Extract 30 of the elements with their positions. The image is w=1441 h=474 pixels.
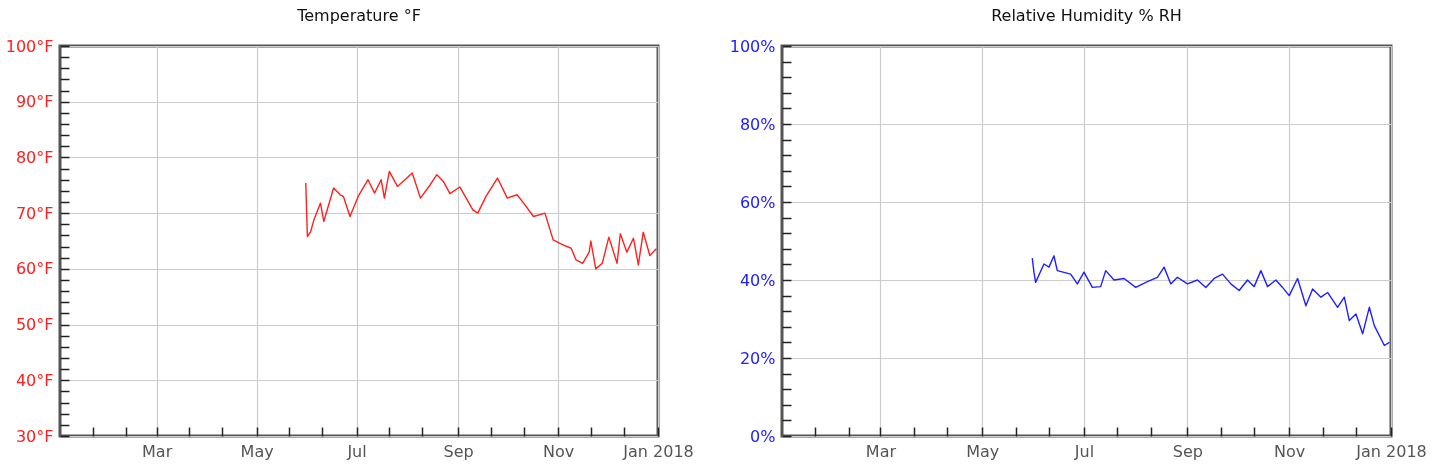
- line-series: [305, 170, 658, 270]
- y-tick-label: 20%: [739, 348, 776, 368]
- y-tick-label: 40°F: [15, 370, 54, 390]
- line-series: [1031, 255, 1391, 347]
- x-tick-label: Jan 2018: [1355, 441, 1427, 461]
- y-tick-label: 100%: [729, 36, 776, 56]
- y-tick-label: 70°F: [15, 203, 54, 223]
- x-tick-label: Jan 2018: [622, 441, 694, 461]
- x-tick-label: Nov: [542, 441, 575, 461]
- y-tick-label: 100°F: [5, 36, 54, 56]
- y-tick-label: 90°F: [15, 92, 54, 112]
- x-tick-label: May: [966, 441, 1000, 461]
- chart-title: Relative Humidity % RH: [991, 6, 1182, 25]
- x-tick-label: Jul: [346, 441, 367, 461]
- y-tick-label: 60%: [739, 192, 776, 212]
- x-tick-label: Jul: [1073, 441, 1095, 461]
- y-tick-label: 0%: [750, 426, 776, 446]
- chart-title: Temperature °F: [296, 6, 421, 25]
- y-tick-label: 50°F: [15, 315, 54, 335]
- y-tick-label: 40%: [739, 270, 776, 290]
- y-tick-label: 80°F: [15, 147, 54, 167]
- x-tick-label: Sep: [443, 441, 474, 461]
- x-tick-label: Mar: [142, 441, 173, 461]
- y-tick-label: 30°F: [15, 426, 54, 446]
- x-tick-label: Mar: [865, 441, 897, 461]
- x-tick-label: Nov: [1274, 441, 1306, 461]
- x-tick-label: May: [240, 441, 274, 461]
- x-tick-label: Sep: [1172, 441, 1204, 461]
- y-tick-label: 80%: [739, 114, 776, 134]
- y-tick-label: 60°F: [15, 259, 54, 279]
